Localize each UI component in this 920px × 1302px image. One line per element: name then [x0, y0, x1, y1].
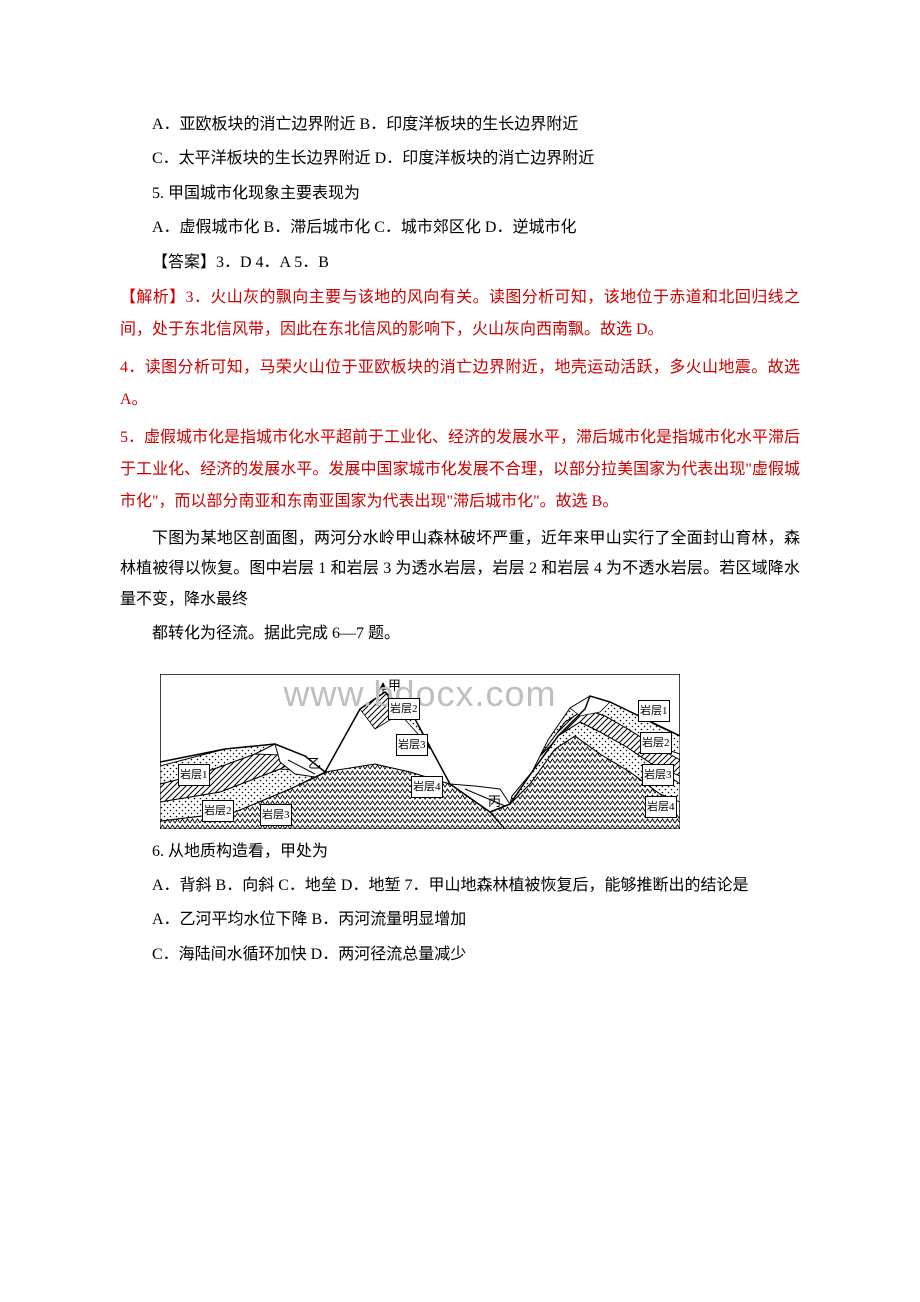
- label-layer4-peak: 岩层4: [411, 776, 443, 799]
- q5-options: A．虚假城市化 B．滞后城市化 C．城市郊区化 D．逆城市化: [120, 213, 800, 243]
- passage-1: 下图为某地区剖面图，两河分水岭甲山森林破坏严重，近年来甲山实行了全面封山育林，森…: [120, 524, 800, 615]
- answers-3-5: 【答案】3．D 4．A 5．B: [120, 248, 800, 278]
- label-jia: 甲: [388, 674, 401, 699]
- geology-diagram: www.bdocx.com: [160, 656, 680, 831]
- q7-options-line1: A．乙河平均水位下降 B．丙河流量明显增加: [120, 905, 800, 935]
- q4-options-line2: C．太平洋板块的生长边界附近 D．印度洋板块的消亡边界附近: [120, 144, 800, 174]
- explain-3: 【解析】3．火山灰的飘向主要与该地的风向有关。读图分析可知，该地位于赤道和北回归…: [120, 282, 800, 346]
- label-layer2-peak: 岩层2: [388, 698, 420, 721]
- label-bing: 丙: [488, 790, 501, 815]
- label-layer1-left: 岩层1: [178, 764, 210, 787]
- label-yi: 乙: [308, 752, 321, 777]
- q4-options-line1: A．亚欧板块的消亡边界附近 B．印度洋板块的生长边界附近: [120, 110, 800, 140]
- explain-5: 5．虚假城市化是指城市化水平超前于工业化、经济的发展水平，滞后城市化是指城市化水…: [120, 422, 800, 518]
- q7-options-line2: C．海陆间水循环加快 D．两河径流总量减少: [120, 940, 800, 970]
- q6-options-q7-stem: A．背斜 B．向斜 C．地垒 D．地堑 7．甲山地森林植被恢复后，能够推断出的结…: [120, 871, 800, 901]
- q6-stem: 6. 从地质构造看，甲处为: [120, 837, 800, 867]
- label-layer3-right: 岩层3: [642, 764, 674, 787]
- label-layer4-right: 岩层4: [645, 796, 677, 819]
- label-layer2-left: 岩层2: [202, 800, 234, 823]
- explain-4: 4．读图分析可知，马荣火山位于亚欧板块的消亡边界附近，地壳运动活跃，多火山地震。…: [120, 352, 800, 416]
- q5-stem: 5. 甲国城市化现象主要表现为: [120, 179, 800, 209]
- passage-2: 都转化为径流。据此完成 6—7 题。: [120, 619, 800, 649]
- label-layer3-peak: 岩层3: [396, 734, 428, 757]
- label-layer3-left: 岩层3: [260, 804, 292, 827]
- label-layer2-right: 岩层2: [640, 732, 672, 755]
- label-layer1-right: 岩层1: [638, 700, 670, 723]
